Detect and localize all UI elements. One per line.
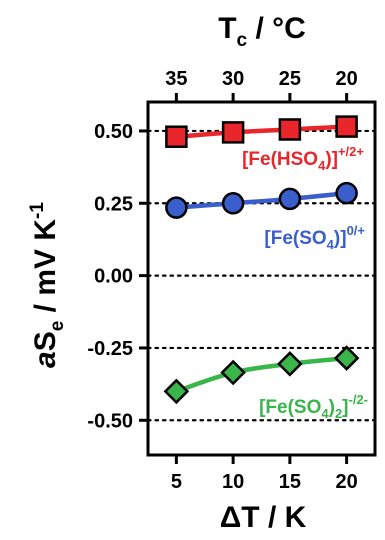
data-point-diamond <box>220 359 246 386</box>
x-tick-label: 10 <box>222 471 244 493</box>
top-axis-title: Tc / °C <box>218 12 306 51</box>
series-line-0 <box>174 124 349 139</box>
data-point-circle <box>335 181 358 205</box>
data-point-square <box>221 121 245 144</box>
x-tick-label: 20 <box>336 471 358 493</box>
data-point-circle <box>221 192 245 215</box>
axis-ticks: 0.50 0.25 0.00 -0.25 -0.50 5 35 10 30 15 25 20 20 <box>87 68 357 493</box>
series-label-0: [Fe(HSO4)]+/2+ <box>242 144 364 173</box>
top-tick-label: 30 <box>222 68 244 90</box>
series-label-2: [Fe(SO4)2]-/2- <box>259 392 368 421</box>
top-tick-label: 25 <box>279 68 301 90</box>
top-tick-label: 20 <box>336 68 358 90</box>
x-axis-title: ΔT / K <box>220 501 307 534</box>
y-tick-label: -0.50 <box>87 410 133 432</box>
series-line-1 <box>174 190 349 210</box>
series-line-2 <box>174 355 349 394</box>
y-tick-label: 0.00 <box>94 266 133 288</box>
data-point-square <box>165 125 188 148</box>
y-axis-title: aSe / mV K-1 <box>27 202 68 368</box>
plot-frame <box>146 100 377 457</box>
top-tick-label: 35 <box>165 68 187 90</box>
x-tick-label: 5 <box>171 471 182 493</box>
data-point-diamond <box>333 345 360 371</box>
y-tick-label: 0.25 <box>94 193 133 215</box>
data-point-diamond <box>163 378 190 405</box>
x-tick-label: 15 <box>279 471 301 493</box>
y-tick-label: -0.25 <box>87 338 133 360</box>
series-labels: [Fe(HSO4)]+/2+ [Fe(SO4)]0/+ [Fe(SO4)2]-/2- <box>242 144 368 421</box>
gridlines <box>146 129 377 422</box>
y-tick-label: 0.50 <box>94 121 133 143</box>
series-layer <box>163 115 360 405</box>
data-point-circle <box>165 196 188 219</box>
data-point-diamond <box>277 351 303 377</box>
data-point-square <box>335 115 358 138</box>
data-point-circle <box>278 187 302 211</box>
series-label-1: [Fe(SO4)]0/+ <box>264 223 365 252</box>
data-point-square <box>278 118 302 141</box>
